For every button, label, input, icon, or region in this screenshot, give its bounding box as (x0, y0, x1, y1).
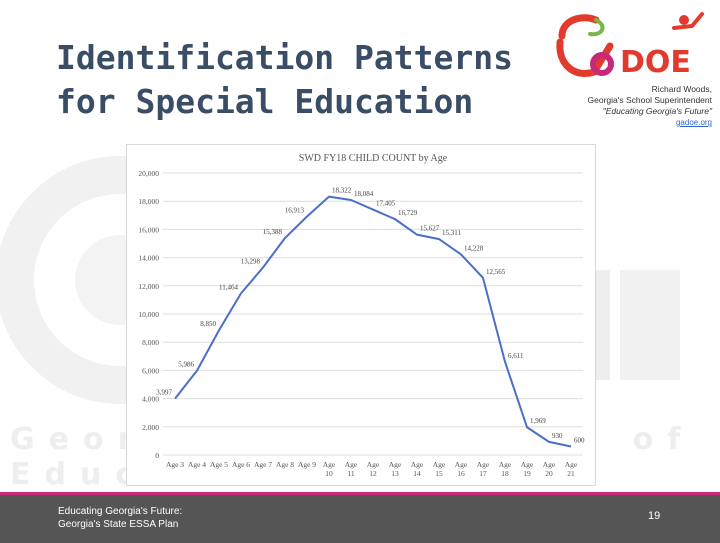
x-tick-label: Age 12 (367, 460, 380, 478)
x-tick-label: Age 10 (323, 460, 336, 478)
website-link[interactable]: gadoe.org (675, 118, 712, 127)
data-label: 16,913 (285, 207, 305, 215)
data-label: 13,298 (241, 257, 261, 265)
y-tick-label: 10,000 (138, 310, 159, 319)
data-label: 18,322 (332, 187, 352, 195)
x-tick-label: Age 3 (166, 460, 184, 469)
superintendent-name: Richard Woods, (651, 84, 712, 94)
data-label: 5,986 (178, 361, 194, 369)
x-tick-label: Age 14 (411, 460, 424, 478)
data-label: 8,850 (200, 320, 216, 328)
y-tick-label: 8,000 (142, 338, 159, 347)
superintendent-info: Richard Woods, Georgia's School Superint… (512, 84, 712, 128)
y-tick-label: 4,000 (142, 395, 159, 404)
x-tick-label: Age 17 (477, 460, 490, 478)
data-label: 6,611 (508, 352, 524, 360)
data-label: 15,311 (442, 229, 461, 237)
data-label: 14,228 (464, 244, 484, 252)
chart-title: SWD FY18 CHILD COUNT by Age (299, 153, 448, 164)
y-tick-label: 6,000 (142, 366, 159, 375)
data-label: 3,997 (156, 389, 172, 397)
footer-bar: Educating Georgia's Future: Georgia's St… (0, 492, 720, 543)
y-tick-label: 18,000 (138, 197, 159, 206)
y-tick-label: 2,000 (142, 423, 159, 432)
y-tick-label: 14,000 (138, 254, 159, 263)
data-label: 11,464 (219, 283, 238, 291)
chart-frame: SWD FY18 CHILD COUNT by Age 0 2,000 4,000 6,… (126, 144, 596, 486)
x-tick-label: Age 20 (543, 460, 556, 478)
x-tick-label: Age 19 (521, 460, 534, 478)
page-number: 19 (648, 510, 661, 522)
motto: "Educating Georgia's Future" (602, 106, 712, 116)
x-tick-label: Age 9 (298, 460, 316, 469)
slide-title-line-2: for Special Education (56, 82, 474, 121)
x-tick-label: Age 5 (210, 460, 228, 469)
x-tick-label: Age 21 (565, 460, 578, 478)
y-tick-label: 12,000 (138, 282, 159, 291)
line-chart: SWD FY18 CHILD COUNT by Age 0 2,000 4,000 6,… (138, 153, 585, 478)
data-label: 15,388 (263, 228, 283, 236)
x-tick-label: Age 13 (389, 460, 402, 478)
x-tick-label: Age 4 (188, 460, 206, 469)
data-label: 17,405 (376, 200, 396, 208)
series-line (174, 195, 572, 448)
x-tick-label: Age 18 (499, 460, 512, 478)
x-tick-label: Age 11 (345, 460, 358, 478)
superintendent-role: Georgia's School Superintendent (587, 95, 712, 105)
data-label: 12,565 (486, 268, 506, 276)
footer-caption-line-1: Educating Georgia's Future: (58, 506, 183, 517)
data-label: 18,084 (354, 190, 374, 198)
data-label: 930 (552, 432, 563, 440)
slide-title-line-1: Identification Patterns (56, 38, 513, 77)
footer-caption: Educating Georgia's Future: Georgia's St… (58, 505, 182, 531)
x-tick-label: Age 16 (455, 460, 468, 478)
y-tick-label: 0 (155, 451, 159, 460)
footer-caption-line-2: Georgia's State ESSA Plan (58, 519, 179, 530)
y-tick-label: 20,000 (138, 169, 159, 178)
data-label: 16,729 (398, 209, 418, 217)
x-tick-label: Age 6 (232, 460, 250, 469)
svg-text:DOE: DOE (620, 45, 691, 80)
data-label: 15,627 (420, 225, 440, 233)
x-tick-label: Age 8 (276, 460, 294, 469)
x-tick-label: Age 15 (433, 460, 446, 478)
data-label: 1,969 (530, 417, 546, 425)
slide-title: Identification Patterns for Special Educ… (56, 36, 536, 124)
gadoe-logo: DOE (556, 12, 704, 80)
y-tick-label: 16,000 (138, 225, 159, 234)
x-tick-label: Age 7 (254, 460, 272, 469)
data-label: 600 (574, 437, 585, 445)
